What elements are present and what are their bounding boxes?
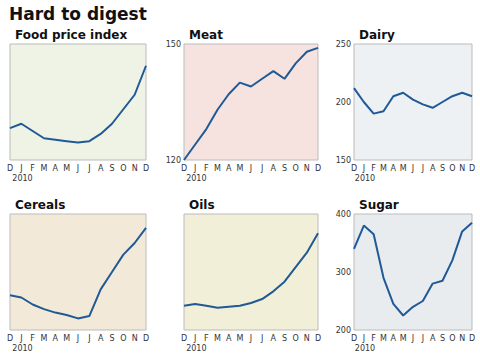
svg-text:A: A <box>226 164 232 173</box>
svg-text:F: F <box>30 164 35 173</box>
svg-text:A: A <box>271 164 277 173</box>
svg-text:A: A <box>226 334 232 343</box>
svg-text:N: N <box>459 334 465 343</box>
svg-text:M: M <box>400 334 407 343</box>
svg-text:120: 120 <box>166 156 181 165</box>
svg-text:O: O <box>293 164 299 173</box>
svg-text:D: D <box>181 164 187 173</box>
svg-text:N: N <box>304 164 310 173</box>
svg-text:D: D <box>7 164 13 173</box>
svg-text:2010: 2010 <box>186 174 206 183</box>
svg-text:D: D <box>351 334 357 343</box>
svg-text:J: J <box>362 334 365 343</box>
svg-text:J: J <box>249 164 252 173</box>
svg-text:A: A <box>391 164 397 173</box>
svg-text:F: F <box>371 164 376 173</box>
svg-text:O: O <box>449 164 455 173</box>
svg-text:A: A <box>430 164 436 173</box>
svg-text:J: J <box>76 164 79 173</box>
svg-text:150: 150 <box>336 156 351 165</box>
svg-text:F: F <box>371 334 376 343</box>
svg-text:J: J <box>411 334 414 343</box>
svg-text:A: A <box>271 334 277 343</box>
svg-text:S: S <box>440 334 445 343</box>
svg-text:D: D <box>469 334 475 343</box>
svg-text:J: J <box>19 334 22 343</box>
svg-text:J: J <box>362 164 365 173</box>
svg-text:J: J <box>421 334 424 343</box>
svg-text:M: M <box>63 164 70 173</box>
svg-text:M: M <box>214 164 221 173</box>
svg-text:D: D <box>7 334 13 343</box>
svg-text:J: J <box>260 334 263 343</box>
svg-text:J: J <box>421 164 424 173</box>
svg-text:300: 300 <box>336 268 351 277</box>
svg-text:F: F <box>204 164 209 173</box>
svg-text:N: N <box>132 164 138 173</box>
svg-text:Cereals: Cereals <box>15 198 65 212</box>
svg-text:O: O <box>293 334 299 343</box>
svg-text:2010: 2010 <box>355 344 375 353</box>
svg-text:S: S <box>109 334 114 343</box>
svg-text:J: J <box>19 164 22 173</box>
svg-text:F: F <box>204 334 209 343</box>
svg-text:Food price index: Food price index <box>15 28 127 42</box>
svg-text:Dairy: Dairy <box>359 28 395 42</box>
svg-text:M: M <box>63 334 70 343</box>
svg-text:M: M <box>41 164 48 173</box>
svg-text:D: D <box>469 164 475 173</box>
svg-text:200: 200 <box>336 98 351 107</box>
svg-text:S: S <box>282 164 287 173</box>
svg-text:A: A <box>98 164 104 173</box>
svg-text:Sugar: Sugar <box>359 198 399 212</box>
svg-text:S: S <box>440 164 445 173</box>
svg-text:A: A <box>53 164 59 173</box>
svg-text:J: J <box>193 164 196 173</box>
svg-text:M: M <box>380 164 387 173</box>
svg-text:2010: 2010 <box>186 344 206 353</box>
svg-text:S: S <box>109 164 114 173</box>
svg-text:N: N <box>459 164 465 173</box>
svg-text:J: J <box>260 164 263 173</box>
svg-text:M: M <box>400 164 407 173</box>
svg-text:N: N <box>304 334 310 343</box>
svg-text:2010: 2010 <box>355 174 375 183</box>
svg-text:2010: 2010 <box>12 344 32 353</box>
svg-text:N: N <box>132 334 138 343</box>
svg-text:J: J <box>87 334 90 343</box>
svg-text:M: M <box>41 334 48 343</box>
svg-text:150: 150 <box>166 40 181 49</box>
svg-text:D: D <box>315 164 321 173</box>
svg-text:M: M <box>236 334 243 343</box>
svg-text:J: J <box>249 334 252 343</box>
svg-text:D: D <box>351 164 357 173</box>
svg-text:A: A <box>53 334 59 343</box>
svg-text:A: A <box>430 334 436 343</box>
svg-text:J: J <box>193 334 196 343</box>
svg-text:J: J <box>87 164 90 173</box>
svg-text:200: 200 <box>336 326 351 335</box>
svg-text:O: O <box>449 334 455 343</box>
svg-text:O: O <box>120 164 126 173</box>
svg-text:M: M <box>380 334 387 343</box>
svg-text:D: D <box>143 334 149 343</box>
svg-text:A: A <box>98 334 104 343</box>
svg-text:M: M <box>214 334 221 343</box>
svg-text:O: O <box>120 334 126 343</box>
svg-text:M: M <box>236 164 243 173</box>
svg-text:400: 400 <box>336 210 351 219</box>
svg-text:Hard to digest: Hard to digest <box>9 4 147 24</box>
svg-text:D: D <box>181 334 187 343</box>
svg-text:2010: 2010 <box>12 174 32 183</box>
svg-text:F: F <box>30 334 35 343</box>
svg-text:J: J <box>76 334 79 343</box>
svg-text:D: D <box>315 334 321 343</box>
svg-text:D: D <box>143 164 149 173</box>
svg-text:250: 250 <box>336 40 351 49</box>
svg-text:Meat: Meat <box>189 28 223 42</box>
svg-text:S: S <box>282 334 287 343</box>
svg-text:J: J <box>411 164 414 173</box>
svg-text:Oils: Oils <box>189 198 215 212</box>
svg-text:A: A <box>391 334 397 343</box>
